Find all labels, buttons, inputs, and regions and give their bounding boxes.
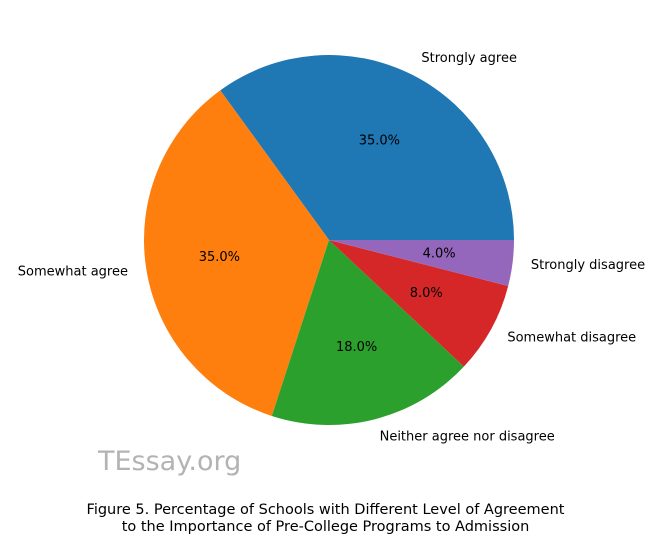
pie-slice-somewhat-agree (143, 90, 329, 416)
percent-label-somewhat-disagree: 8.0% (410, 286, 443, 301)
figure-caption: Figure 5. Percentage of Schools with Dif… (0, 502, 651, 536)
pie-slice-strongly-agree (220, 55, 515, 240)
pie-slice-neither-agree-nor-disagree (271, 240, 464, 425)
percent-label-neither-agree-nor-disagree: 18.0% (336, 340, 377, 355)
caption-line-1: Figure 5. Percentage of Schools with Dif… (86, 502, 565, 518)
watermark-text: TEssay.org (98, 446, 242, 477)
category-label-neither-agree-nor-disagree: Neither agree nor disagree (380, 430, 555, 445)
caption-line-2: to the Importance of Pre-College Program… (121, 519, 530, 535)
percent-label-strongly-disagree: 4.0% (423, 246, 456, 261)
category-label-somewhat-disagree: Somewhat disagree (507, 331, 636, 346)
pie-slice-somewhat-disagree (329, 240, 509, 367)
category-label-strongly-disagree: Strongly disagree (531, 258, 645, 273)
category-label-somewhat-agree: Somewhat agree (18, 264, 128, 279)
pie-chart: 35.0% Strongly agree 35.0% Somewhat agree 18… (18, 51, 645, 445)
percent-label-somewhat-agree: 35.0% (199, 250, 240, 265)
percent-label-strongly-agree: 35.0% (359, 134, 400, 149)
category-label-strongly-agree: Strongly agree (421, 51, 517, 66)
pie-slice-strongly-disagree (329, 240, 514, 287)
